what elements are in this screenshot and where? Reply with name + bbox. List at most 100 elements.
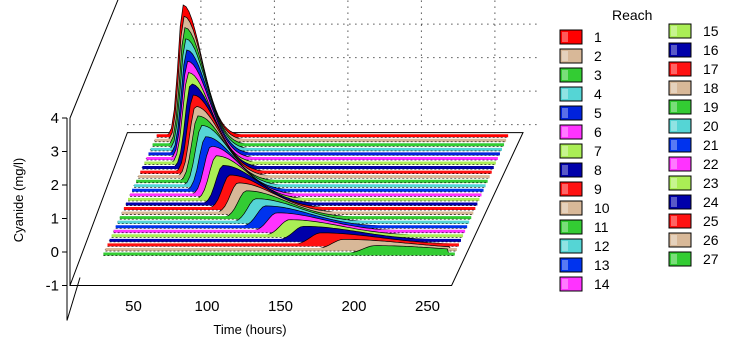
x-axis-label: Time (hours) <box>213 322 286 337</box>
y-tick-label: 3 <box>51 144 59 161</box>
legend-swatch-highlight <box>562 51 568 61</box>
legend-item-6: 6 <box>559 124 602 140</box>
legend-label: 2 <box>594 48 602 64</box>
legend-label: 17 <box>703 61 719 77</box>
legend-swatch-highlight <box>562 70 568 80</box>
legend-label: 12 <box>594 238 610 254</box>
legend-label: 26 <box>703 232 719 248</box>
legend-swatch-highlight <box>562 108 568 118</box>
legend-swatch <box>559 124 583 140</box>
legend-title: Reach <box>612 7 652 23</box>
series-ribbons <box>103 4 509 256</box>
legend-label: 4 <box>594 86 602 102</box>
legend-swatch-highlight <box>562 260 568 270</box>
legend-label: 22 <box>703 156 719 172</box>
legend-item-26: 26 <box>668 232 719 248</box>
legend-swatch <box>668 175 692 191</box>
legend-swatch-highlight <box>562 127 568 137</box>
legend-swatch <box>559 181 583 197</box>
legend-item-10: 10 <box>559 200 610 216</box>
legend-label: 15 <box>703 23 719 39</box>
legend-item-4: 4 <box>559 86 602 102</box>
legend-swatch-highlight <box>671 197 677 207</box>
legend-item-17: 17 <box>668 61 719 77</box>
legend-swatch <box>559 276 583 292</box>
legend-item-7: 7 <box>559 143 602 159</box>
legend-swatch-highlight <box>562 279 568 289</box>
y-tick-label: 1 <box>51 211 59 228</box>
x-tick-label: 100 <box>194 298 219 315</box>
legend-swatch <box>668 137 692 153</box>
legend-item-14: 14 <box>559 276 610 292</box>
legend-label: 25 <box>703 213 719 229</box>
legend-label: 14 <box>594 276 610 292</box>
legend-item-25: 25 <box>668 213 719 229</box>
legend-label: 6 <box>594 124 602 140</box>
legend-swatch-highlight <box>671 83 677 93</box>
legend-item-16: 16 <box>668 42 719 58</box>
x-tick-label: 200 <box>341 298 366 315</box>
front-edge <box>66 277 81 321</box>
legend-swatch-highlight <box>562 203 568 213</box>
legend-swatch <box>559 48 583 64</box>
y-tick-label: 2 <box>51 177 59 194</box>
legend-label: 7 <box>594 143 602 159</box>
legend-label: 20 <box>703 118 719 134</box>
legend-item-23: 23 <box>668 175 719 191</box>
legend-item-9: 9 <box>559 181 602 197</box>
legend-swatch <box>668 156 692 172</box>
legend-swatch-highlight <box>562 146 568 156</box>
legend-label: 11 <box>594 219 609 235</box>
legend-label: 23 <box>703 175 719 191</box>
legend-label: 24 <box>703 194 719 210</box>
legend-swatch <box>668 194 692 210</box>
legend-item-11: 11 <box>559 219 609 235</box>
legend-item-18: 18 <box>668 80 719 96</box>
legend-swatch-highlight <box>671 159 677 169</box>
legend-swatch <box>668 80 692 96</box>
legend-item-15: 15 <box>668 23 719 39</box>
legend-swatch <box>668 213 692 229</box>
legend-swatch-highlight <box>671 254 677 264</box>
legend-label: 1 <box>594 29 602 45</box>
legend-label: 27 <box>703 251 719 267</box>
legend-label: 21 <box>703 137 719 153</box>
legend-item-20: 20 <box>668 118 719 134</box>
legend-swatch-highlight <box>671 178 677 188</box>
legend-label: 18 <box>703 80 719 96</box>
legend-swatch <box>668 99 692 115</box>
legend-label: 5 <box>594 105 602 121</box>
chart-axes: -1 0 1 2 3 4 50 100 150 200 250 <box>46 110 440 321</box>
legend-label: 9 <box>594 181 602 197</box>
legend-item-8: 8 <box>559 162 602 178</box>
legend-swatch <box>559 219 583 235</box>
legend: Reach 1234567891011121314151617181920212… <box>559 7 719 292</box>
legend-item-3: 3 <box>559 67 602 83</box>
legend-swatch <box>559 29 583 45</box>
legend-swatch <box>559 143 583 159</box>
legend-item-27: 27 <box>668 251 719 267</box>
legend-swatch-highlight <box>562 184 568 194</box>
legend-swatch <box>559 200 583 216</box>
legend-item-12: 12 <box>559 238 610 254</box>
legend-swatch <box>559 162 583 178</box>
legend-swatch-highlight <box>562 222 568 232</box>
legend-swatch <box>559 86 583 102</box>
legend-swatch <box>668 61 692 77</box>
chart-walls <box>69 0 539 286</box>
legend-label: 13 <box>594 257 610 273</box>
legend-label: 3 <box>594 67 602 83</box>
legend-item-21: 21 <box>668 137 719 153</box>
y-tick-label: 4 <box>51 110 59 127</box>
legend-swatch-highlight <box>562 241 568 251</box>
legend-swatch <box>668 42 692 58</box>
legend-swatch-highlight <box>671 216 677 226</box>
x-tick-label: 250 <box>415 298 440 315</box>
x-tick-label: 50 <box>125 298 142 315</box>
legend-swatch-highlight <box>562 89 568 99</box>
legend-item-2: 2 <box>559 48 602 64</box>
legend-swatch <box>668 23 692 39</box>
legend-item-24: 24 <box>668 194 719 210</box>
legend-swatch <box>559 67 583 83</box>
